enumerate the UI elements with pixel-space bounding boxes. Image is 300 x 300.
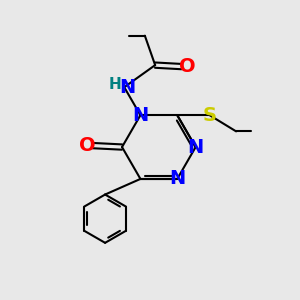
- Text: H: H: [109, 77, 122, 92]
- Text: N: N: [169, 169, 185, 188]
- Text: N: N: [119, 78, 135, 97]
- Text: S: S: [202, 106, 217, 125]
- Text: O: O: [178, 57, 195, 76]
- Text: N: N: [132, 106, 148, 125]
- Text: N: N: [188, 138, 204, 157]
- Text: O: O: [79, 136, 96, 155]
